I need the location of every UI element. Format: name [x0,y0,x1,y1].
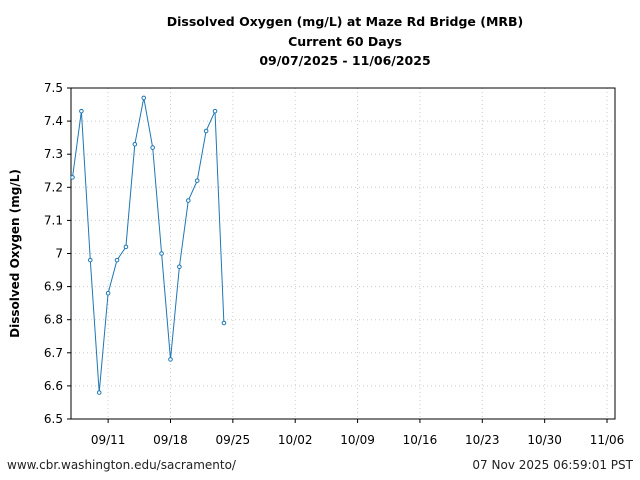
data-point [141,95,147,101]
data-point [79,108,84,114]
y-tick-label: 7.1 [44,213,63,227]
plot-frame [70,87,616,420]
y-tick-label: 6.7 [44,346,63,360]
data-point [203,128,209,134]
y-tick-label: 6.6 [44,379,63,393]
footer-url: www.cbr.washington.edu/sacramento/ [7,458,236,472]
y-tick-label: 7.4 [44,114,63,128]
y-tick-label: 6.8 [44,313,63,327]
y-axis-label: Dissolved Oxygen (mg/L) [8,169,22,338]
footer-timestamp: 07 Nov 2025 06:59:01 PST [472,458,633,472]
x-tick-label: 11/06 [590,433,625,447]
data-point [123,244,129,250]
data-point [132,141,138,147]
data-point [150,145,155,150]
x-tick-label: 10/30 [527,433,562,447]
y-tick-label: 6.5 [44,412,63,426]
data-point [114,257,120,263]
data-point [70,175,75,180]
data-point [194,178,200,183]
data-point [212,108,218,114]
data-point [221,320,227,326]
x-tick-label: 10/02 [278,433,313,447]
data-point [168,357,173,362]
y-tick-label: 7.5 [44,81,63,95]
x-tick-label: 10/16 [403,433,438,447]
y-tick-label: 7 [55,247,63,261]
x-tick-label: 09/18 [153,433,188,447]
data-point [177,264,182,270]
chart-subtitle: Current 60 Days [288,34,402,49]
x-tick-label: 09/25 [216,433,251,447]
data-point [88,257,93,263]
data-point [96,390,102,395]
chart-title: Dissolved Oxygen (mg/L) at Maze Rd Bridg… [166,14,524,29]
data-point [105,290,111,296]
y-tick-label: 7.3 [44,147,63,161]
x-tick-label: 10/23 [465,433,500,447]
data-point [186,198,191,203]
x-tick-label: 09/11 [91,433,126,447]
data-point [159,251,164,256]
chart-date-range: 09/07/2025 - 11/06/2025 [259,53,431,68]
series-line [72,97,225,393]
y-tick-label: 7.2 [44,180,63,194]
x-tick-label: 10/09 [340,433,375,447]
y-tick-label: 6.9 [44,280,63,294]
